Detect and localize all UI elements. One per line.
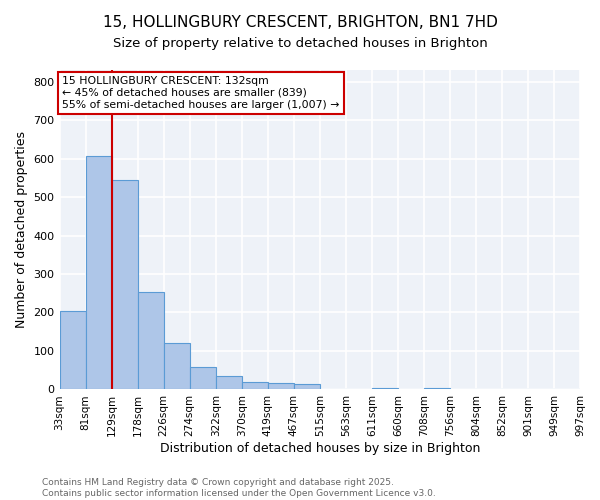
Bar (59, 312, 86, 390)
Bar (112, 180, 137, 390)
Bar (164, 344, 190, 390)
Text: 15 HOLLINGBURY CRESCENT: 132sqm
← 45% of detached houses are smaller (839)
55% o: 15 HOLLINGBURY CRESCENT: 132sqm ← 45% of… (62, 76, 340, 110)
Bar (372, 388, 398, 390)
Bar (424, 388, 450, 390)
Bar (137, 292, 164, 390)
Text: 15, HOLLINGBURY CRESCENT, BRIGHTON, BN1 7HD: 15, HOLLINGBURY CRESCENT, BRIGHTON, BN1 … (103, 15, 497, 30)
Y-axis label: Number of detached properties: Number of detached properties (15, 131, 28, 328)
Bar (294, 384, 320, 390)
Text: Contains HM Land Registry data © Crown copyright and database right 2025.
Contai: Contains HM Land Registry data © Crown c… (42, 478, 436, 498)
Bar (268, 383, 294, 390)
Bar (242, 382, 268, 390)
Bar (190, 367, 215, 390)
Bar (86, 156, 112, 390)
Bar (215, 376, 242, 390)
X-axis label: Distribution of detached houses by size in Brighton: Distribution of detached houses by size … (160, 442, 480, 455)
Text: Size of property relative to detached houses in Brighton: Size of property relative to detached ho… (113, 38, 487, 51)
